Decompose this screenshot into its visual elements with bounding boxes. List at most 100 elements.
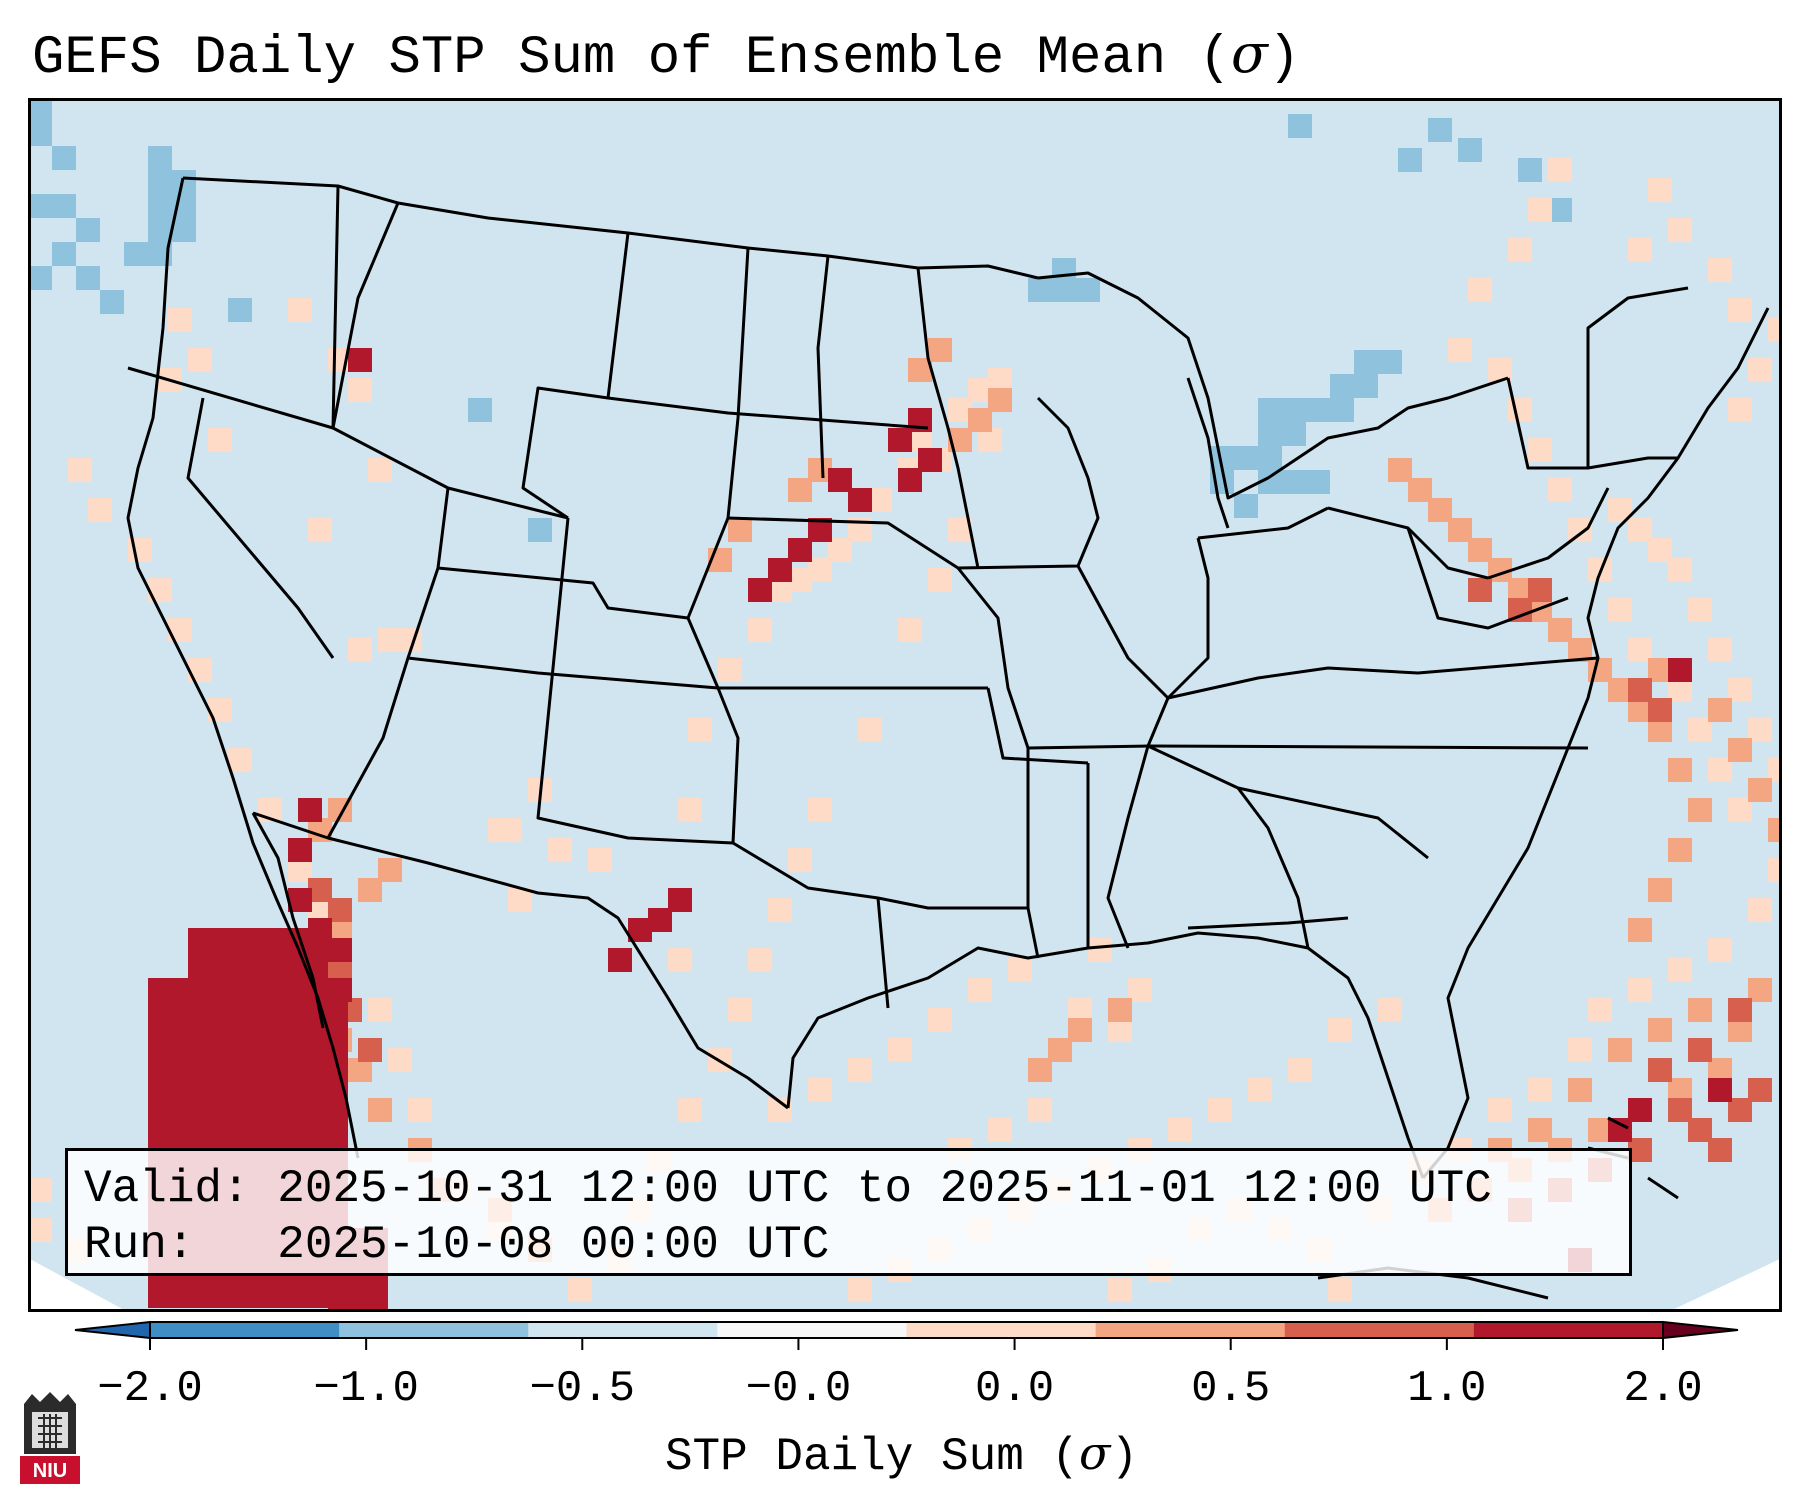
anomaly-cell <box>298 798 322 822</box>
coast-atlantic <box>1421 307 1770 1179</box>
colorbar-tick-label: −1.0 <box>313 1364 419 1414</box>
anomaly-cell <box>1708 1138 1732 1162</box>
anomaly-cell <box>1608 1118 1632 1142</box>
state-line <box>607 396 929 430</box>
colorbar-segments <box>74 1320 1739 1340</box>
colorbar-segment <box>1095 1322 1286 1338</box>
niu-logo-icon: NIU <box>20 1392 80 1484</box>
state-line <box>1586 286 1689 468</box>
anomaly-cell <box>1768 818 1782 842</box>
anomaly-cell <box>1648 698 1672 722</box>
colorbar-tick-label: −0.0 <box>746 1364 852 1414</box>
anomaly-cell <box>168 308 192 332</box>
colorbar-segment <box>1473 1322 1664 1338</box>
anomaly-cell <box>1282 398 1306 422</box>
stp-anomaly-map <box>28 98 1782 1312</box>
anomaly-cell <box>378 858 402 882</box>
anomaly-cell <box>368 458 392 482</box>
anomaly-cell <box>1234 494 1258 518</box>
anomaly-cell <box>898 618 922 642</box>
anomaly-cell <box>848 1278 872 1302</box>
state-line <box>1487 487 1610 580</box>
colorbar-label: STP Daily Sum (σ) <box>664 1426 1139 1483</box>
anomaly-cell <box>668 948 692 972</box>
state-line <box>1187 916 1349 930</box>
anomaly-cell <box>808 1078 832 1102</box>
border-us-mexico <box>252 811 789 1110</box>
colorbar-tick-label: 2.0 <box>1623 1364 1702 1414</box>
anomaly-cell <box>1518 158 1542 182</box>
anomaly-cell <box>1458 138 1482 162</box>
anomaly-cell <box>728 998 752 1022</box>
anomaly-cell <box>1388 458 1412 482</box>
anomaly-cell <box>1768 858 1782 882</box>
anomaly-cell <box>968 978 992 1002</box>
valid-run-info-box: Valid: 2025-10-31 12:00 UTC to 2025-11-0… <box>65 1148 1632 1276</box>
anomaly-cell <box>388 1048 412 1072</box>
anomaly-cell <box>1328 1018 1352 1042</box>
anomaly-cell <box>1508 238 1532 262</box>
state-line <box>186 397 335 659</box>
anomaly-cell <box>1008 958 1032 982</box>
anomaly-cell <box>288 298 312 322</box>
anomaly-cell <box>1428 118 1452 142</box>
anomaly-cell <box>768 898 792 922</box>
anomaly-cell <box>718 658 742 682</box>
state-line <box>686 617 720 689</box>
anomaly-cell <box>1668 758 1692 782</box>
colorbar-ticks: −2.0 −1.0 −0.5 −0.0 0.0 0.5 1.0 2.0 <box>97 1338 1703 1414</box>
anomaly-cell <box>1748 358 1772 382</box>
anomaly-cell <box>988 388 1012 412</box>
anomaly-cell <box>1528 578 1552 602</box>
anomaly-cell <box>1708 258 1732 282</box>
map-panel: Valid: 2025-10-31 12:00 UTC to 2025-11-0… <box>28 98 1782 1312</box>
anomaly-cell <box>1668 958 1692 982</box>
anomaly-cell <box>188 928 328 988</box>
anomaly-cell <box>28 1218 52 1242</box>
anomaly-cell <box>888 1038 912 1062</box>
anomaly-cell <box>1608 598 1632 622</box>
colorbar-tick-label: 0.0 <box>975 1364 1054 1414</box>
anomaly-cell <box>1568 1038 1592 1062</box>
anomaly-cell <box>678 1098 702 1122</box>
state-line <box>127 366 334 430</box>
colorbar-segment <box>528 1322 718 1338</box>
anomaly-cell <box>848 1058 872 1082</box>
valid-time-line: Valid: 2025-10-31 12:00 UTC to 2025-11-0… <box>84 1163 1492 1215</box>
colorbar-tick-label: 0.5 <box>1191 1364 1270 1414</box>
anomaly-cell <box>928 568 952 592</box>
anomaly-cell <box>1648 178 1672 202</box>
anomaly-cell <box>1588 998 1612 1022</box>
anomaly-cell <box>528 518 552 542</box>
anomaly-cell <box>1708 698 1732 722</box>
anomaly-cell <box>568 1278 592 1302</box>
run-time-line: Run: 2025-10-08 00:00 UTC <box>84 1219 830 1271</box>
colorbar-tick-label: −2.0 <box>97 1364 203 1414</box>
border-us-canada <box>182 176 1039 280</box>
anomaly-cell <box>1448 338 1472 362</box>
anomaly-cell <box>1708 638 1732 662</box>
state-line <box>521 232 630 520</box>
anomaly-cell <box>1728 738 1752 762</box>
anomaly-cell <box>808 798 832 822</box>
anomaly-cell <box>328 938 352 962</box>
coast-great-lakes <box>1037 271 1509 500</box>
anomaly-cell <box>1548 158 1572 182</box>
anomaly-cell <box>1258 446 1282 470</box>
anomaly-cell <box>1288 114 1312 138</box>
anomaly-cell <box>52 194 76 218</box>
coast-baja <box>251 812 325 1029</box>
state-line <box>1147 744 1589 750</box>
anomaly-cell <box>172 170 196 194</box>
anomaly-cell <box>1488 1098 1512 1122</box>
anomaly-cell <box>1728 398 1752 422</box>
anomaly-cell <box>1568 1078 1592 1102</box>
anomaly-cell <box>498 818 522 842</box>
colorbar-extend-low <box>74 1320 151 1340</box>
anomaly-cell <box>1608 1038 1632 1062</box>
anomaly-cell <box>1328 1278 1352 1302</box>
colorbar: −2.0 −1.0 −0.5 −0.0 0.0 0.5 1.0 2.0 <box>74 1320 1739 1414</box>
state-line <box>686 247 750 619</box>
anomaly-cell <box>348 348 372 372</box>
anomaly-cell <box>328 978 352 1002</box>
